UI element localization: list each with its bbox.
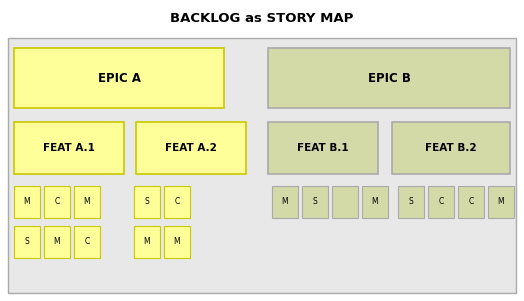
Bar: [362, 186, 388, 218]
Bar: [134, 226, 160, 258]
Bar: [14, 122, 124, 174]
Bar: [302, 186, 328, 218]
Bar: [272, 186, 298, 218]
Bar: [136, 122, 246, 174]
Bar: [8, 38, 516, 293]
Text: S: S: [145, 197, 149, 206]
Bar: [488, 186, 514, 218]
Text: FEAT A.2: FEAT A.2: [165, 143, 217, 153]
Text: S: S: [25, 237, 29, 247]
Bar: [332, 186, 358, 218]
Bar: [14, 48, 224, 108]
Text: M: M: [53, 237, 60, 247]
Text: S: S: [313, 197, 318, 206]
Text: M: M: [84, 197, 90, 206]
Text: C: C: [468, 197, 474, 206]
Text: BACKLOG as STORY MAP: BACKLOG as STORY MAP: [170, 13, 354, 26]
Bar: [458, 186, 484, 218]
Bar: [392, 122, 510, 174]
Bar: [44, 186, 70, 218]
Text: EPIC B: EPIC B: [367, 72, 410, 85]
Text: C: C: [439, 197, 444, 206]
Bar: [14, 186, 40, 218]
Bar: [164, 226, 190, 258]
Bar: [428, 186, 454, 218]
Text: M: M: [24, 197, 30, 206]
Text: C: C: [84, 237, 90, 247]
Text: C: C: [54, 197, 60, 206]
Bar: [74, 186, 100, 218]
Text: FEAT B.1: FEAT B.1: [297, 143, 349, 153]
Bar: [44, 226, 70, 258]
Text: EPIC A: EPIC A: [97, 72, 140, 85]
Text: M: M: [498, 197, 504, 206]
Bar: [14, 226, 40, 258]
Text: M: M: [173, 237, 180, 247]
Text: M: M: [144, 237, 150, 247]
Text: FEAT A.1: FEAT A.1: [43, 143, 95, 153]
Text: C: C: [174, 197, 180, 206]
Text: FEAT B.2: FEAT B.2: [425, 143, 477, 153]
Text: M: M: [372, 197, 378, 206]
Bar: [164, 186, 190, 218]
Bar: [134, 186, 160, 218]
Text: S: S: [409, 197, 413, 206]
Bar: [268, 122, 378, 174]
Bar: [74, 226, 100, 258]
Bar: [268, 48, 510, 108]
Text: M: M: [282, 197, 288, 206]
Bar: [398, 186, 424, 218]
